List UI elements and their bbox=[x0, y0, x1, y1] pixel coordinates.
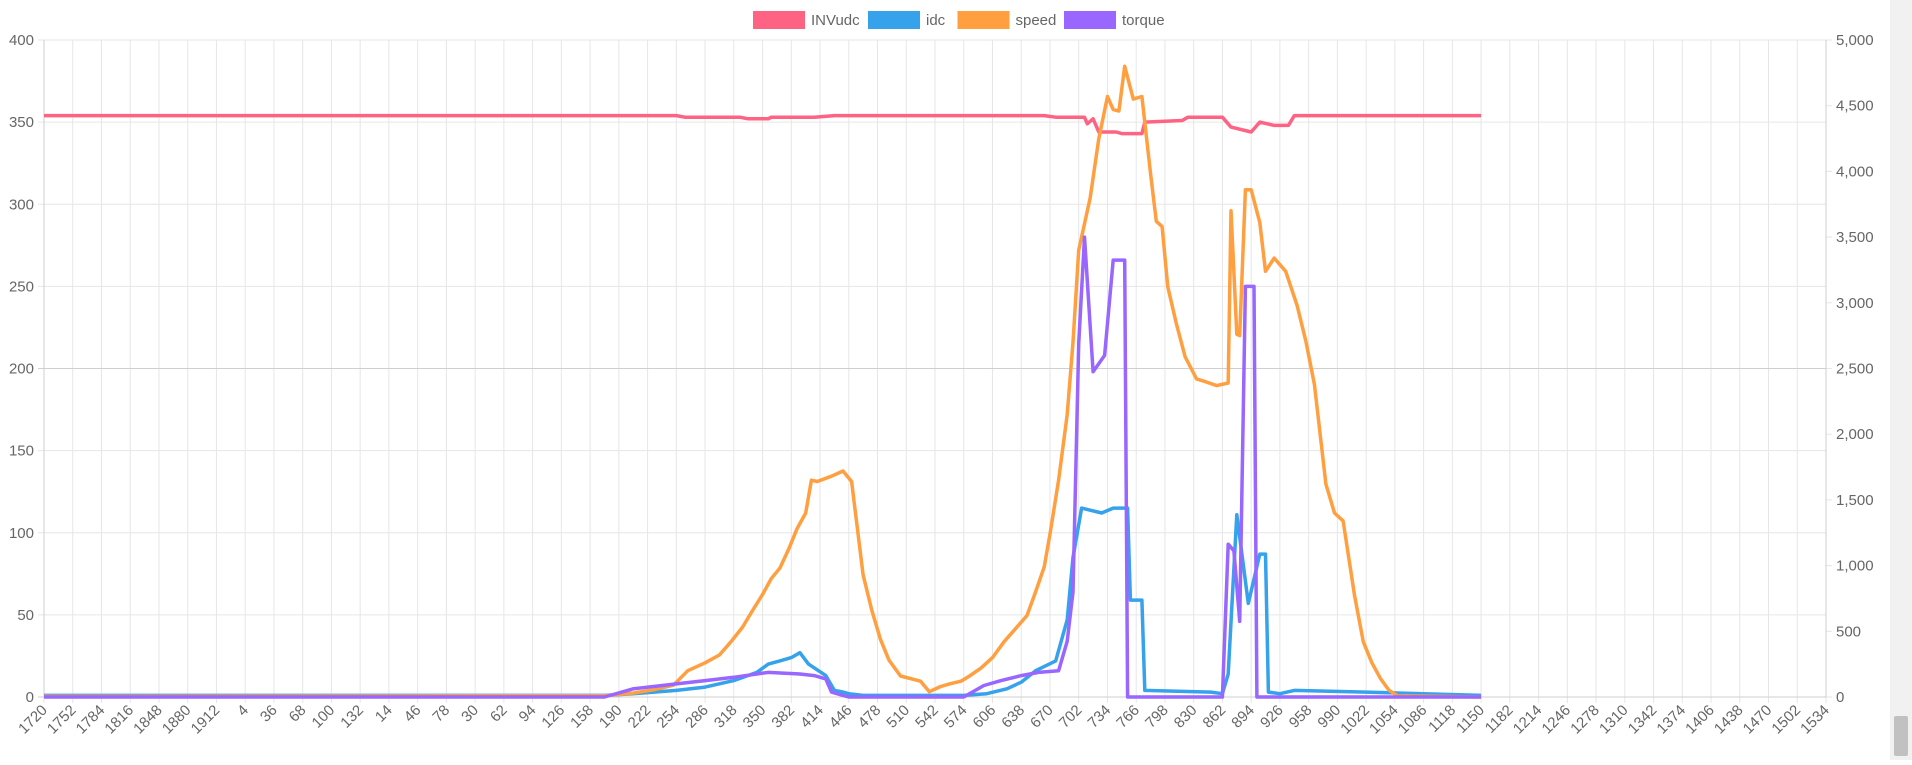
y-right-tick-label: 1,500 bbox=[1836, 492, 1874, 509]
x-tick-label: 862 bbox=[1200, 702, 1230, 732]
x-tick-label: 1022 bbox=[1337, 702, 1373, 738]
y-left-tick-label: 200 bbox=[9, 361, 34, 378]
y-left-tick-label: 250 bbox=[9, 278, 34, 295]
x-tick-label: 1278 bbox=[1567, 702, 1603, 738]
x-tick-label: 606 bbox=[970, 702, 1000, 732]
x-tick-label: 1086 bbox=[1395, 702, 1431, 738]
x-tick-label: 1816 bbox=[101, 702, 137, 738]
x-tick-label: 638 bbox=[998, 702, 1028, 732]
y-left-tick-label: 400 bbox=[9, 32, 34, 49]
x-tick-label: 414 bbox=[797, 702, 827, 732]
x-tick-label: 46 bbox=[401, 702, 425, 726]
x-tick-label: 68 bbox=[286, 702, 310, 726]
x-tick-label: 1214 bbox=[1510, 702, 1546, 738]
x-tick-label: 1912 bbox=[188, 702, 224, 738]
x-tick-label: 94 bbox=[516, 702, 540, 726]
x-tick-label: 100 bbox=[309, 702, 339, 732]
x-tick-label: 830 bbox=[1171, 702, 1201, 732]
legend-swatch-idc bbox=[868, 11, 920, 29]
x-tick-label: 30 bbox=[458, 702, 482, 726]
x-tick-label: 350 bbox=[740, 702, 770, 732]
x-tick-label: 1246 bbox=[1539, 702, 1575, 738]
x-tick-label: 1438 bbox=[1711, 702, 1747, 738]
x-tick-label: 254 bbox=[653, 702, 683, 732]
x-tick-label: 510 bbox=[883, 702, 913, 732]
legend-swatch-invudc bbox=[753, 11, 805, 29]
x-tick-label: 894 bbox=[1228, 702, 1258, 732]
series-line-torque bbox=[44, 235, 1482, 699]
legend-swatch-torque bbox=[1064, 11, 1116, 29]
y-right-tick-label: 1,000 bbox=[1836, 558, 1874, 575]
x-tick-label: 958 bbox=[1286, 702, 1316, 732]
y-left-tick-label: 50 bbox=[17, 607, 34, 624]
x-tick-label: 542 bbox=[912, 702, 942, 732]
y-right-tick-label: 3,000 bbox=[1836, 295, 1874, 312]
x-tick-label: 14 bbox=[372, 702, 396, 726]
x-tick-label: 132 bbox=[337, 702, 367, 732]
y-right-tick-label: 500 bbox=[1836, 623, 1861, 640]
legend-label: speed bbox=[1016, 12, 1057, 29]
y-right-tick-label: 2,500 bbox=[1836, 361, 1874, 378]
x-tick-label: 1374 bbox=[1653, 702, 1689, 738]
legend-swatch-speed bbox=[957, 11, 1010, 29]
x-tick-label: 382 bbox=[768, 702, 798, 732]
x-tick-label: 478 bbox=[855, 702, 885, 732]
series-line-speed bbox=[43, 64, 1482, 699]
x-tick-label: 78 bbox=[429, 702, 453, 726]
x-tick-label: 62 bbox=[487, 702, 511, 726]
x-tick-label: 1182 bbox=[1482, 702, 1517, 737]
x-tick-label: 670 bbox=[1027, 702, 1057, 732]
y-right-tick-label: 5,000 bbox=[1836, 32, 1874, 49]
y-left-tick-label: 150 bbox=[9, 443, 34, 460]
x-tick-label: 1848 bbox=[130, 702, 166, 738]
x-tick-label: 1470 bbox=[1740, 702, 1776, 738]
x-tick-label: 1150 bbox=[1453, 702, 1488, 737]
x-tick-label: 286 bbox=[682, 702, 712, 732]
series-line-idc bbox=[44, 506, 1482, 698]
x-tick-label: 318 bbox=[711, 702, 741, 732]
x-tick-label: 1118 bbox=[1425, 702, 1459, 736]
y-left-tick-label: 100 bbox=[9, 525, 34, 542]
x-tick-label: 702 bbox=[1056, 702, 1086, 732]
x-tick-label: 36 bbox=[257, 702, 281, 726]
y-left-tick-label: 300 bbox=[9, 196, 34, 213]
x-tick-label: 1406 bbox=[1682, 702, 1718, 738]
x-tick-label: 1502 bbox=[1768, 702, 1804, 738]
legend-label: torque bbox=[1122, 12, 1165, 29]
x-tick-label: 126 bbox=[538, 702, 568, 732]
y-right-tick-label: 3,500 bbox=[1836, 229, 1874, 246]
legend-label: idc bbox=[926, 12, 946, 29]
legend-label: INVudc bbox=[811, 12, 860, 29]
y-right-tick-label: 2,000 bbox=[1836, 426, 1874, 443]
x-tick-label: 158 bbox=[567, 702, 597, 732]
x-tick-label: 798 bbox=[1142, 702, 1172, 732]
y-right-tick-label: 0 bbox=[1836, 689, 1844, 706]
x-tick-label: 1054 bbox=[1366, 702, 1402, 738]
x-tick-label: 1720 bbox=[15, 702, 51, 738]
x-tick-label: 926 bbox=[1257, 702, 1287, 732]
y-left-tick-label: 0 bbox=[26, 689, 34, 706]
y-right-tick-label: 4,000 bbox=[1836, 163, 1874, 180]
x-tick-label: 1310 bbox=[1596, 702, 1632, 738]
x-tick-label: 446 bbox=[826, 702, 856, 732]
x-tick-label: 1880 bbox=[159, 702, 195, 738]
x-tick-label: 574 bbox=[941, 702, 971, 732]
vertical-scrollbar[interactable] bbox=[1890, 0, 1912, 760]
x-tick-label: 766 bbox=[1113, 702, 1143, 732]
x-tick-label: 734 bbox=[1085, 702, 1115, 732]
x-tick-label: 1784 bbox=[73, 702, 109, 738]
y-left-tick-label: 350 bbox=[9, 114, 34, 131]
y-right-tick-label: 4,500 bbox=[1836, 98, 1874, 115]
x-tick-label: 4 bbox=[234, 702, 252, 720]
x-tick-label: 1342 bbox=[1625, 702, 1661, 738]
scrollbar-thumb[interactable] bbox=[1894, 716, 1908, 756]
x-tick-label: 190 bbox=[596, 702, 626, 732]
x-tick-label: 222 bbox=[625, 702, 655, 732]
x-tick-label: 1534 bbox=[1797, 702, 1833, 738]
x-tick-label: 1752 bbox=[44, 702, 80, 738]
